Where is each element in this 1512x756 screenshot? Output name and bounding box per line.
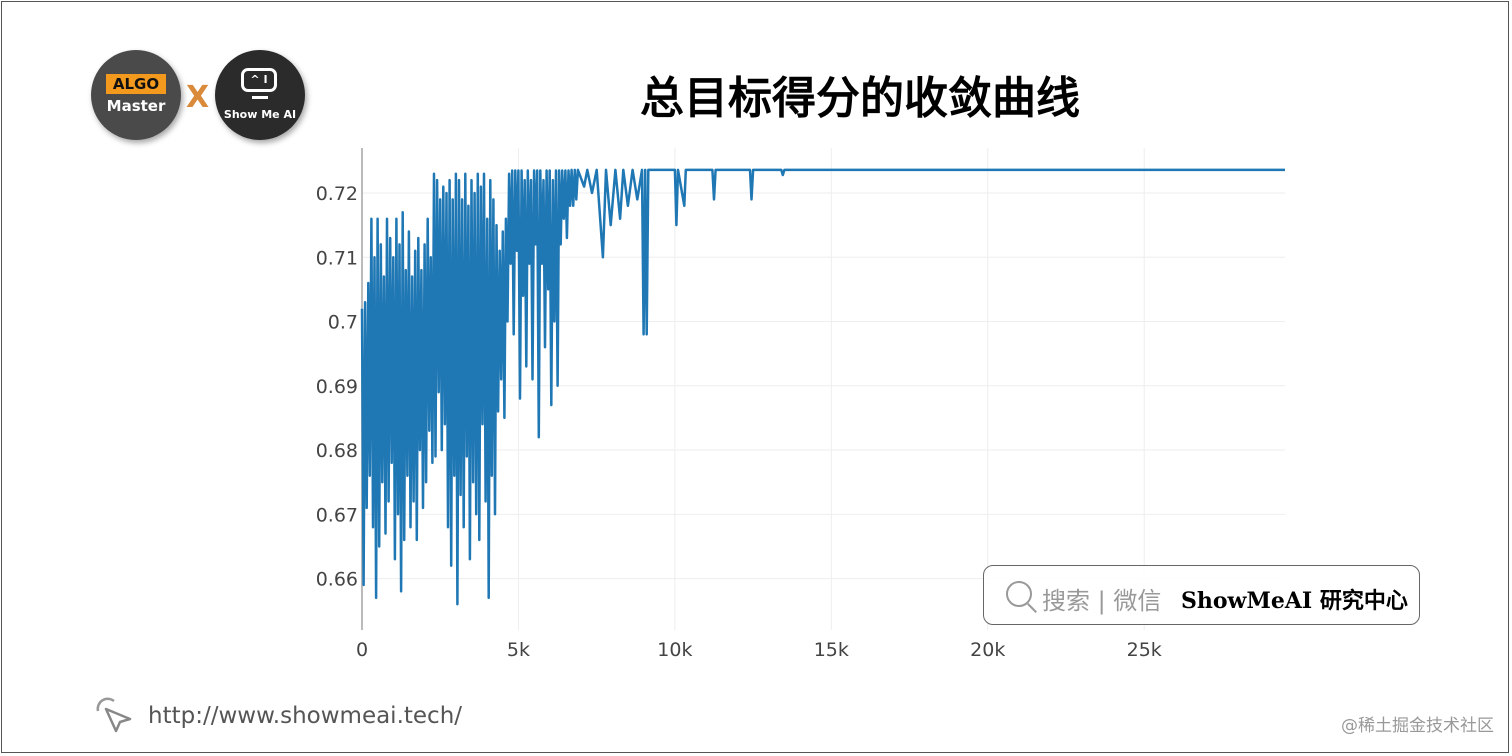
y-tick-label: 0.7 (328, 312, 358, 334)
y-tick-label: 0.72 (316, 183, 358, 205)
score-series-line (360, 168, 1285, 606)
x-tick-label: 0 (356, 639, 368, 661)
showmeai-logo: ^ I Show Me AI (215, 50, 305, 140)
showmeai-label: Show Me AI (223, 108, 297, 121)
footer-url[interactable]: http://www.showmeai.tech/ (148, 703, 463, 729)
y-tick-label: 0.71 (316, 247, 358, 269)
footer-credit: @稀土掘金技术社区 (1341, 716, 1494, 736)
y-tick-label: 0.67 (316, 504, 358, 526)
watermark-brand: ShowMeAI 研究中心 (1181, 588, 1408, 614)
screen-stand (252, 96, 268, 99)
algo-label: ALGO (106, 74, 166, 94)
screen-icon: ^ I (241, 68, 277, 92)
x-tick-label: 20k (970, 639, 1005, 661)
x-tick-label: 25k (1127, 639, 1162, 661)
cross-mark: X (186, 80, 210, 115)
page-title: 总目标得分的收敛曲线 (640, 73, 1080, 124)
y-tick-label: 0.68 (316, 440, 358, 462)
algo-master-logo: ALGO Master (91, 50, 181, 140)
x-tick-label: 15k (814, 639, 849, 661)
y-tick-label: 0.69 (316, 376, 358, 398)
x-tick-label: 5k (507, 639, 530, 661)
x-tick-label: 10k (657, 639, 692, 661)
watermark-badge: 搜索 | 微信 ShowMeAI 研究中心 (983, 565, 1420, 625)
master-label: Master (106, 97, 166, 115)
y-tick-label: 0.66 (316, 569, 358, 591)
cursor-click-icon (96, 697, 132, 733)
search-icon (1006, 581, 1032, 607)
watermark-search-text: 搜索 | 微信 (1042, 587, 1162, 615)
